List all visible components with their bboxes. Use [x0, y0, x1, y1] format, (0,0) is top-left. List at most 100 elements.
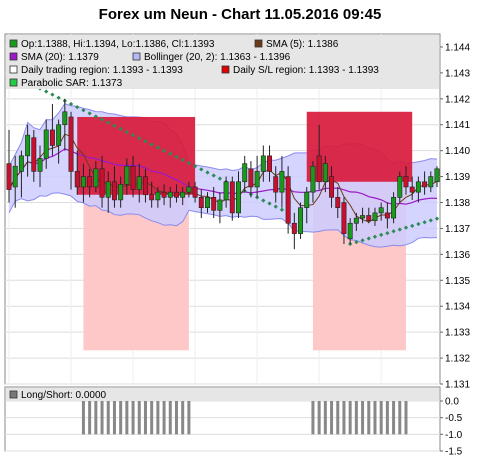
candle-body — [316, 155, 322, 183]
candle-body — [254, 171, 260, 188]
longshort-bar — [373, 401, 377, 435]
sar-dot — [403, 225, 409, 230]
sar-dot — [397, 227, 402, 232]
candle-body — [49, 129, 55, 146]
candle-body — [130, 165, 136, 190]
longshort-bar — [143, 401, 147, 435]
sar-dot — [130, 132, 136, 138]
candle-body — [111, 181, 117, 201]
candle-body — [335, 197, 341, 209]
legend-sma5: SMA (5): 1.1386 — [266, 39, 339, 50]
candle-body — [391, 197, 397, 219]
price-tick-label: 1.131 — [445, 380, 470, 391]
price-tick-label: 1.132 — [445, 354, 470, 365]
price-tick-label: 1.139 — [445, 172, 470, 183]
sar-dot — [192, 164, 198, 169]
sar-dot — [180, 157, 185, 163]
candle-body — [223, 181, 229, 201]
price-tick-label: 1.136 — [445, 250, 470, 261]
candle-body — [93, 168, 99, 188]
legend-swatch-sma5 — [254, 39, 263, 48]
candle-body — [422, 181, 428, 188]
longshort-bar — [100, 401, 104, 435]
sar-dot — [137, 136, 142, 141]
sar-dot — [93, 114, 98, 119]
price-y-axis: 1.144 1.143 1.142 1.141 1.140 1.139 1.138 1.137… — [440, 42, 470, 391]
price-tick-label: 1.143 — [445, 68, 470, 79]
longshort-bar — [137, 401, 141, 435]
trading-region — [306, 111, 413, 182]
sar-dot — [360, 238, 365, 243]
longshort-bar — [162, 401, 166, 435]
candle-body — [43, 129, 49, 159]
candle-body — [6, 163, 12, 190]
candle-body — [68, 116, 74, 172]
legend-ohlc: Op:1.1388, Hi:1.1394, Lo:1.1386, Cl:1.13… — [21, 39, 215, 50]
legend-swatch-sar — [9, 78, 18, 87]
longshort-bar — [181, 401, 185, 435]
sar-dot — [416, 221, 421, 227]
sar-dot — [434, 216, 440, 221]
candle-body — [155, 191, 161, 201]
legend-sar: Parabolic SAR: 1.1373 — [21, 78, 123, 89]
candle-body — [428, 176, 434, 188]
price-tick-label: 1.142 — [445, 94, 470, 105]
longshort-bar — [119, 401, 123, 435]
longshort-bar — [404, 401, 408, 435]
candle-body — [341, 202, 347, 234]
longshort-bars — [81, 401, 408, 435]
candle-body — [167, 191, 173, 198]
longshort-y-axis: 0.0 -0.5 -1.0 -1.5 — [440, 397, 463, 457]
longshort-bar — [88, 401, 92, 435]
candle-body — [372, 212, 378, 221]
longshort-bar — [398, 401, 402, 435]
sar-dot — [217, 176, 223, 181]
sar-dot — [199, 167, 204, 172]
sar-dot — [56, 95, 61, 100]
candle-body — [260, 155, 266, 172]
sar-dot — [161, 148, 167, 153]
legend-swatch-sma20 — [9, 52, 18, 61]
candle-body — [298, 207, 304, 234]
candle-body — [99, 168, 105, 198]
sar-dot — [372, 234, 378, 239]
sar-dot — [87, 111, 92, 116]
candle-body — [31, 137, 37, 172]
sar-dot — [186, 160, 192, 166]
sma5-line — [8, 133, 438, 223]
sma20-line — [8, 148, 438, 205]
candle-body — [403, 176, 409, 188]
longshort-bar — [174, 401, 178, 435]
chart-title: Forex um Neun - Chart 11.05.2016 09:45 — [99, 6, 382, 23]
legend-box — [6, 35, 439, 89]
candle-body — [80, 176, 86, 188]
candle-body — [378, 207, 384, 214]
legend-swatch-longshort — [9, 390, 18, 399]
sar-dot — [143, 139, 148, 144]
candle-body — [62, 111, 68, 126]
candle-body — [192, 186, 198, 198]
sma-layer — [8, 133, 438, 223]
candle-body — [273, 176, 279, 193]
sar-dot — [81, 108, 86, 113]
sar-dot — [118, 126, 123, 132]
longshort-bar — [125, 401, 129, 435]
sar-dot — [99, 117, 105, 122]
candle-body — [124, 165, 130, 185]
sar-dot — [279, 207, 285, 212]
price-tick-label: 1.133 — [445, 328, 470, 339]
candle-body — [12, 165, 18, 188]
candle-body — [279, 171, 285, 193]
longshort-bar — [81, 401, 85, 435]
sar-dot — [205, 170, 210, 175]
candle-body — [186, 186, 192, 193]
legend-bollinger: Bollinger (20, 2): 1.1363 - 1.1396 — [144, 52, 291, 63]
sar-dot — [261, 198, 266, 203]
sar-dot — [273, 204, 278, 209]
longshort-bar — [106, 401, 110, 435]
longshort-bar — [385, 401, 389, 435]
sar-dot — [428, 218, 433, 223]
candle-body — [347, 222, 353, 240]
longshort-bar — [150, 401, 154, 435]
candle-body — [87, 176, 93, 188]
